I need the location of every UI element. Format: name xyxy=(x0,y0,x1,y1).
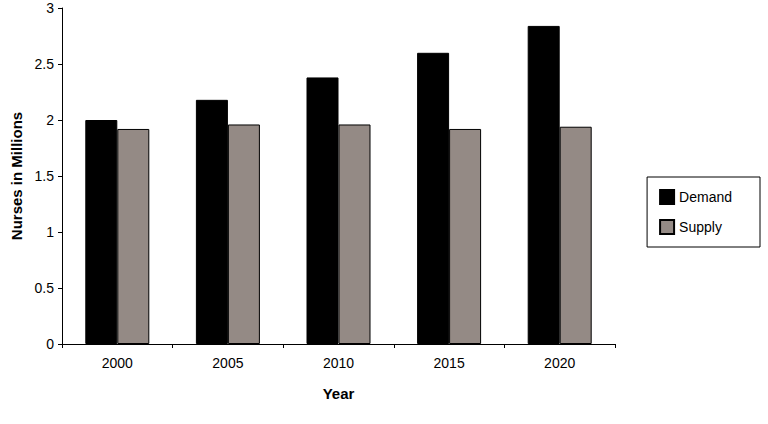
svg-text:1: 1 xyxy=(46,224,54,240)
svg-text:0.5: 0.5 xyxy=(35,280,55,296)
svg-text:2005: 2005 xyxy=(212,355,243,371)
svg-text:2000: 2000 xyxy=(102,355,133,371)
svg-text:1.5: 1.5 xyxy=(35,168,55,184)
svg-text:Year: Year xyxy=(323,385,355,402)
svg-text:Nurses in Millions: Nurses in Millions xyxy=(8,112,25,240)
svg-text:2010: 2010 xyxy=(323,355,354,371)
svg-text:2: 2 xyxy=(46,112,54,128)
svg-text:0: 0 xyxy=(46,336,54,352)
svg-text:3: 3 xyxy=(46,0,54,16)
svg-text:2.5: 2.5 xyxy=(35,56,55,72)
svg-text:Supply: Supply xyxy=(679,219,722,235)
svg-text:2015: 2015 xyxy=(434,355,465,371)
svg-text:2020: 2020 xyxy=(544,355,575,371)
svg-text:Demand: Demand xyxy=(679,189,732,205)
